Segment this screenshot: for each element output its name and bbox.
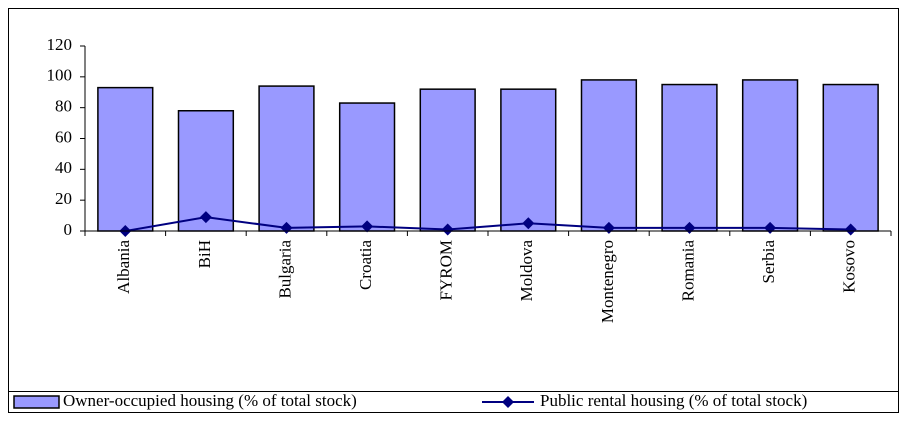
y-tick-label: 0 xyxy=(64,220,73,239)
marker xyxy=(199,211,212,224)
bar xyxy=(580,79,638,232)
bar xyxy=(258,85,315,232)
x-tick-label: Croatia xyxy=(356,240,375,290)
bar xyxy=(97,86,154,232)
x-tick-label: BiH xyxy=(195,240,214,268)
y-tick-label: 40 xyxy=(55,158,72,177)
x-tick-label: Albania xyxy=(114,240,133,294)
legend-box xyxy=(8,391,899,413)
marker xyxy=(441,223,454,236)
bar xyxy=(177,110,235,232)
legend-label: Owner-occupied housing (% of total stock… xyxy=(63,391,357,410)
y-tick-label: 60 xyxy=(55,127,72,146)
x-tick-label: Kosovo xyxy=(840,240,859,293)
y-tick-label: 80 xyxy=(55,97,72,116)
line xyxy=(125,216,851,232)
bar xyxy=(741,79,799,232)
x-tick-label: Montenegro xyxy=(598,240,617,323)
x-tick-label: Bulgaria xyxy=(275,240,294,299)
marker xyxy=(522,217,535,230)
x-tick-label: Romania xyxy=(678,240,697,302)
marker xyxy=(361,220,374,233)
legend-label: Public rental housing (% of total stock) xyxy=(540,391,807,410)
bar xyxy=(822,83,879,232)
bar xyxy=(338,102,396,232)
y-tick-label: 100 xyxy=(47,66,73,85)
bar xyxy=(661,83,718,232)
bar xyxy=(500,88,557,232)
y-tick-label: 120 xyxy=(47,35,73,54)
x-tick-label: Serbia xyxy=(759,240,778,284)
legend-swatch xyxy=(13,395,60,409)
marker xyxy=(844,223,857,236)
x-tick-label: FYROM xyxy=(437,240,456,300)
bar xyxy=(419,88,476,232)
x-tick-label: Moldova xyxy=(517,240,536,302)
y-tick-label: 20 xyxy=(55,189,72,208)
legend-marker xyxy=(502,396,514,408)
